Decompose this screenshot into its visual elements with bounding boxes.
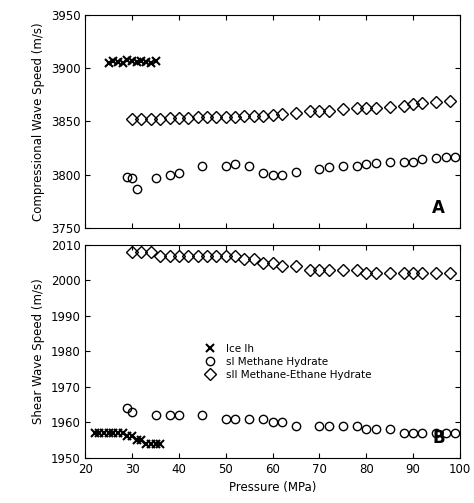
- Text: B: B: [432, 429, 445, 447]
- Y-axis label: Compressional Wave Speed (m/s): Compressional Wave Speed (m/s): [32, 22, 46, 221]
- Y-axis label: Shear Wave Speed (m/s): Shear Wave Speed (m/s): [32, 279, 45, 424]
- Text: A: A: [432, 199, 445, 217]
- Legend: Ice Ih, sI Methane Hydrate, sII Methane-Ethane Hydrate: Ice Ih, sI Methane Hydrate, sII Methane-…: [195, 340, 375, 384]
- X-axis label: Pressure (MPa): Pressure (MPa): [229, 481, 316, 494]
